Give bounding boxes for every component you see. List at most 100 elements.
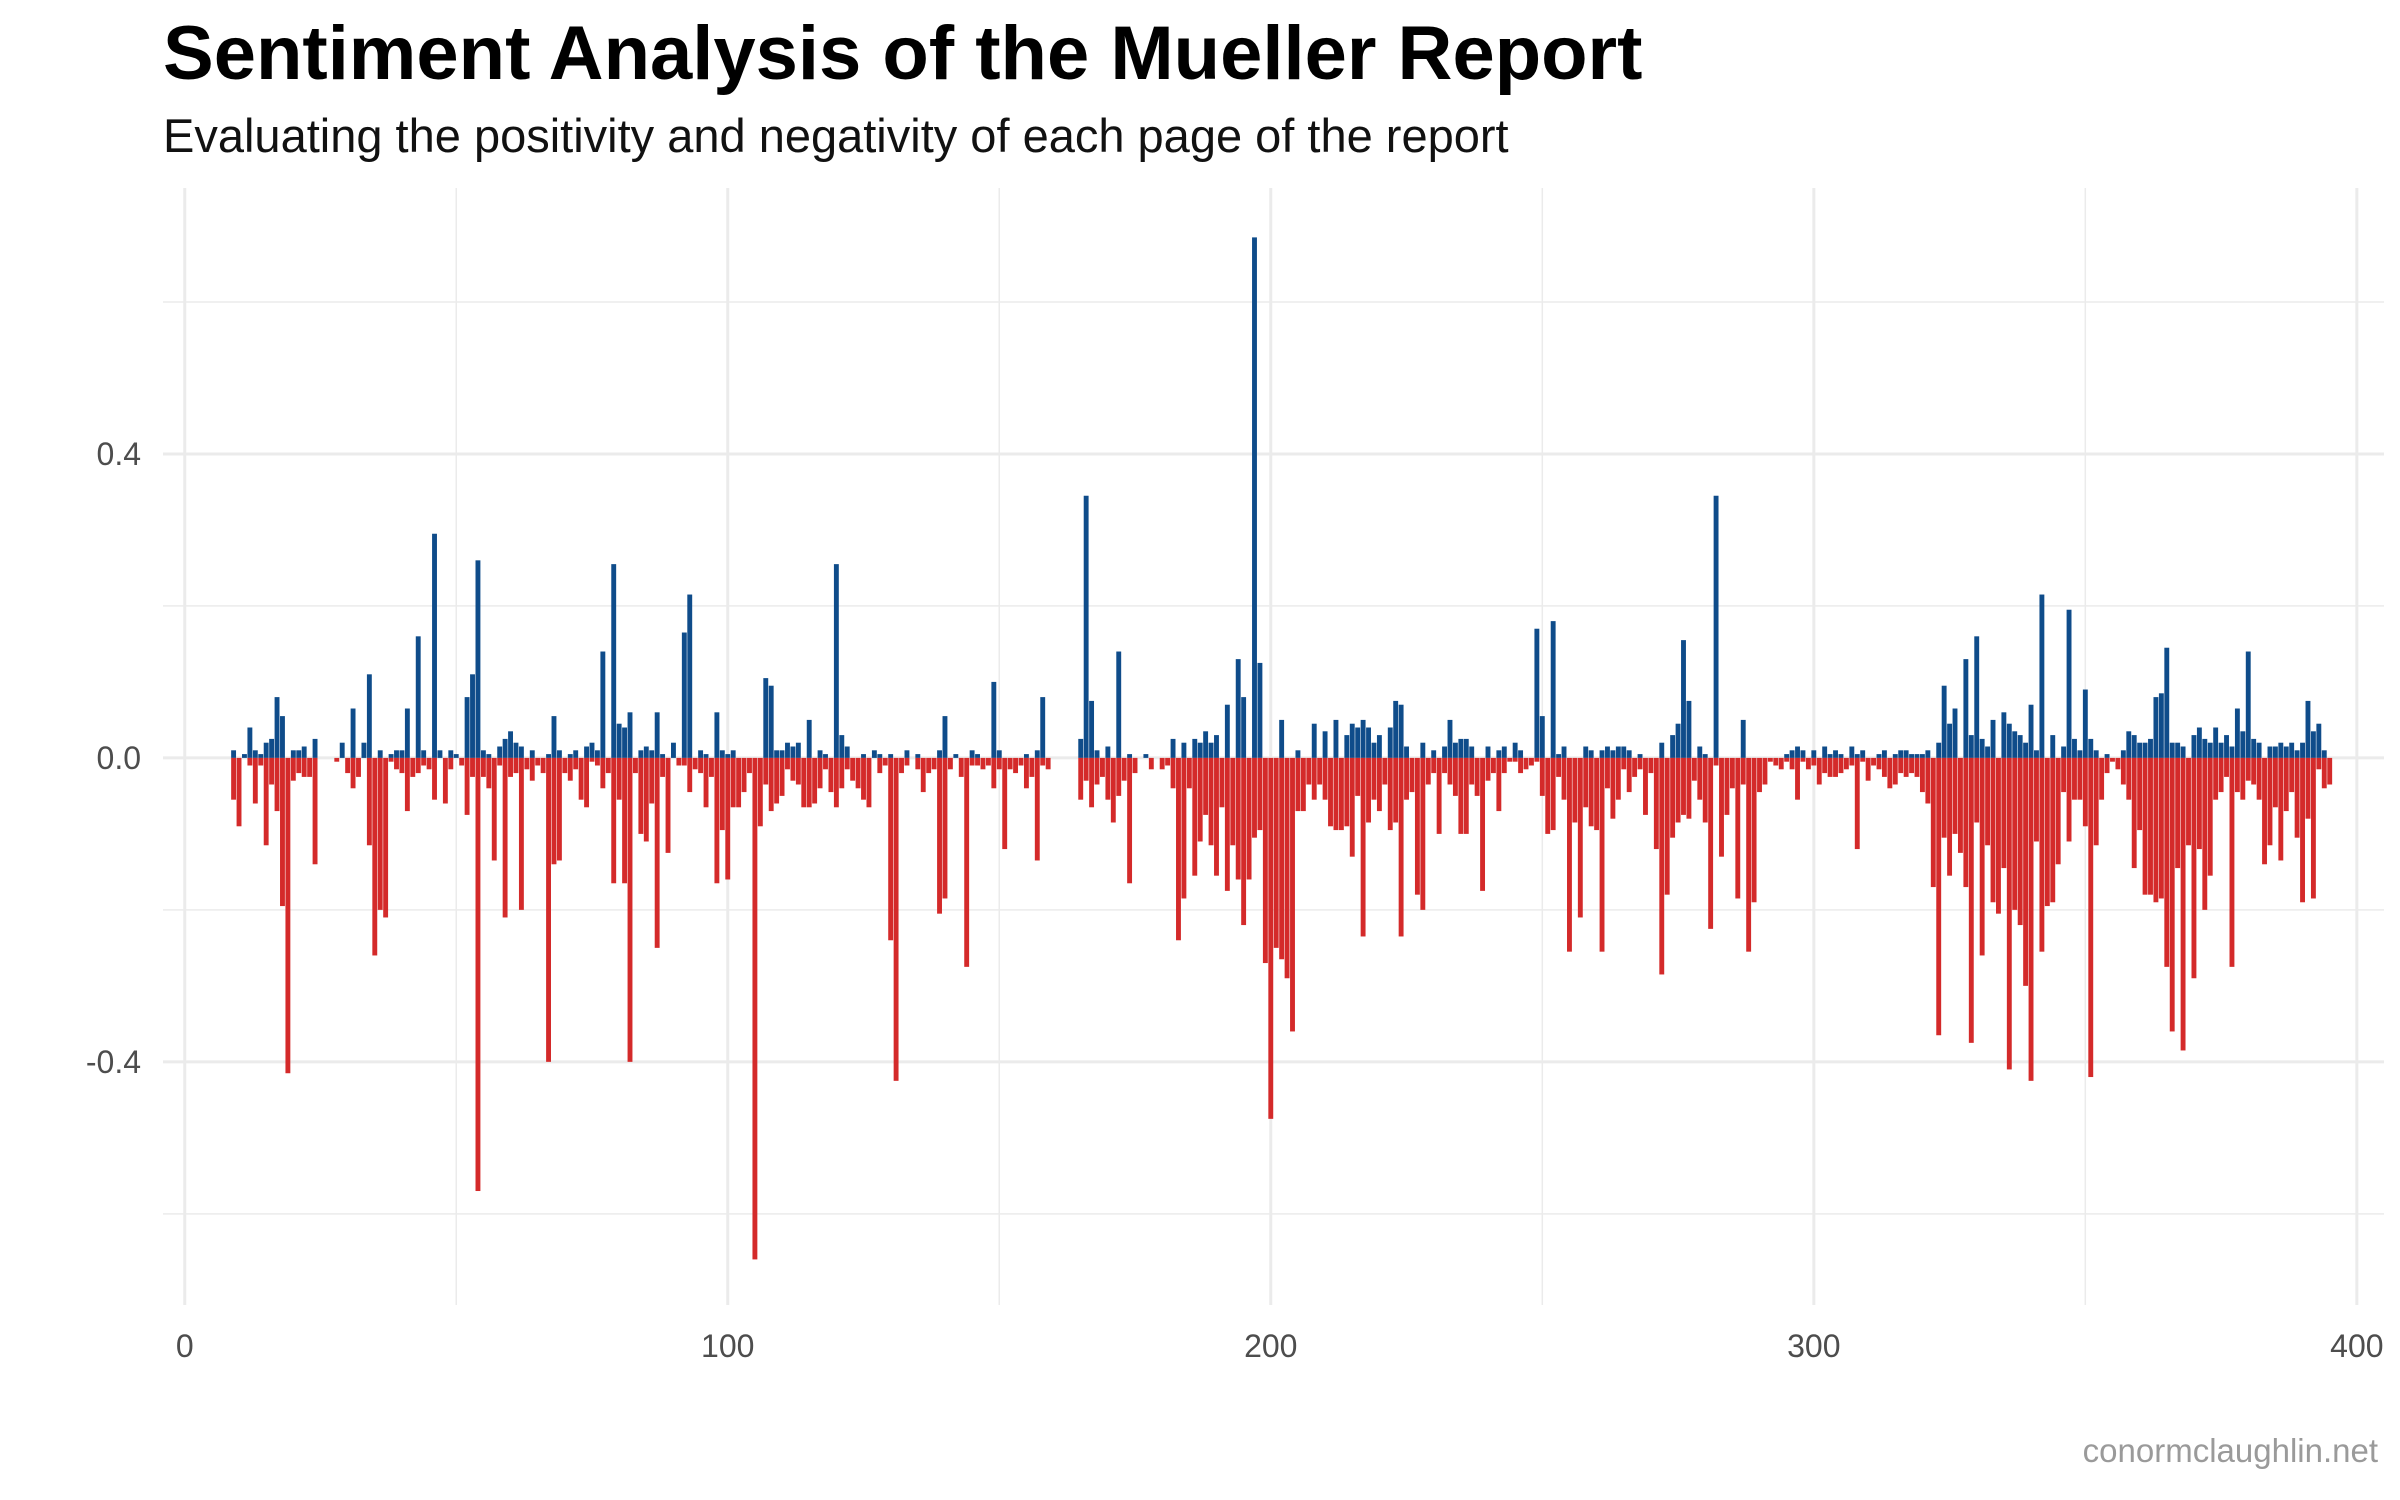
positive-sentiment-bar xyxy=(1208,742,1214,758)
negative-sentiment-bar xyxy=(1284,757,1290,979)
negative-sentiment-bar xyxy=(1116,757,1122,796)
negative-sentiment-bar xyxy=(1539,757,1545,796)
negative-sentiment-bar xyxy=(2153,757,2159,903)
negative-sentiment-bar xyxy=(350,757,356,789)
negative-sentiment-bar xyxy=(1371,757,1377,800)
negative-sentiment-bar xyxy=(502,757,508,918)
negative-sentiment-bar xyxy=(2082,757,2088,827)
positive-sentiment-bar xyxy=(1936,742,1942,758)
negative-sentiment-bar xyxy=(356,757,361,777)
negative-sentiment-bar xyxy=(2120,757,2126,785)
negative-sentiment-bar xyxy=(426,757,432,770)
positive-sentiment-bar xyxy=(2224,735,2229,758)
negative-sentiment-bar xyxy=(307,757,313,777)
positive-sentiment-bar xyxy=(1257,662,1263,758)
negative-sentiment-bar xyxy=(1089,757,1095,808)
negative-sentiment-bar xyxy=(1241,757,1247,926)
positive-sentiment-bar xyxy=(1919,754,1925,758)
negative-sentiment-bar xyxy=(296,757,302,774)
positive-sentiment-bar xyxy=(404,708,410,758)
positive-sentiment-bar xyxy=(2300,742,2305,758)
positive-sentiment-bar xyxy=(1105,746,1111,758)
negative-sentiment-bar xyxy=(931,757,937,770)
negative-sentiment-bar xyxy=(747,757,752,774)
negative-sentiment-bar xyxy=(1545,757,1551,834)
negative-sentiment-bar xyxy=(2186,757,2191,846)
negative-sentiment-bar xyxy=(535,757,541,766)
negative-sentiment-bar xyxy=(2251,757,2257,785)
negative-sentiment-bar xyxy=(1029,757,1035,777)
negative-sentiment-bar xyxy=(926,757,932,774)
negative-sentiment-bar xyxy=(985,757,991,766)
negative-sentiment-bar xyxy=(2061,757,2067,793)
positive-sentiment-bar xyxy=(975,754,980,758)
negative-sentiment-bar xyxy=(1594,757,1600,831)
positive-sentiment-bar xyxy=(280,716,285,758)
positive-sentiment-bar xyxy=(1463,738,1469,758)
positive-sentiment-bar xyxy=(1621,746,1627,758)
negative-sentiment-bar xyxy=(850,757,856,781)
positive-sentiment-bar xyxy=(1469,746,1475,758)
positive-sentiment-bar xyxy=(432,533,437,758)
negative-sentiment-bar xyxy=(1643,757,1648,815)
positive-sentiment-bar xyxy=(703,754,709,758)
positive-sentiment-bar xyxy=(312,738,318,758)
negative-sentiment-bar xyxy=(540,757,546,774)
positive-sentiment-bar xyxy=(1968,735,1974,758)
negative-sentiment-bar xyxy=(1746,757,1752,952)
negative-sentiment-bar xyxy=(1023,757,1029,789)
positive-sentiment-bar xyxy=(415,636,421,758)
positive-sentiment-bar xyxy=(361,742,367,758)
negative-sentiment-bar xyxy=(394,757,399,770)
positive-sentiment-bar xyxy=(1089,700,1095,758)
positive-sentiment-bar xyxy=(2158,693,2164,758)
negative-sentiment-bar xyxy=(2099,757,2105,800)
negative-sentiment-bar xyxy=(2207,757,2213,876)
negative-sentiment-bar xyxy=(2272,757,2278,808)
negative-sentiment-bar xyxy=(964,757,970,967)
positive-sentiment-bar xyxy=(714,712,720,758)
negative-sentiment-bar xyxy=(2072,757,2077,800)
positive-sentiment-bar xyxy=(2039,594,2045,758)
negative-sentiment-bar xyxy=(828,757,834,793)
negative-sentiment-bar xyxy=(643,757,649,842)
negative-sentiment-bar xyxy=(1816,757,1822,785)
negative-sentiment-bar xyxy=(1833,757,1838,777)
negative-sentiment-bar xyxy=(556,757,562,861)
positive-sentiment-bar xyxy=(589,742,595,758)
positive-sentiment-bar xyxy=(339,742,345,758)
negative-sentiment-bar xyxy=(1148,757,1154,770)
negative-sentiment-bar xyxy=(1583,757,1589,808)
negative-sentiment-bar xyxy=(2289,757,2295,793)
negative-sentiment-bar xyxy=(1637,757,1643,770)
positive-sentiment-bar xyxy=(1903,750,1909,758)
negative-sentiment-bar xyxy=(2055,757,2061,865)
positive-sentiment-bar xyxy=(2213,727,2219,758)
negative-sentiment-bar xyxy=(236,757,242,827)
positive-sentiment-bar xyxy=(1697,746,1703,758)
positive-sentiment-bar xyxy=(502,738,508,758)
negative-sentiment-bar xyxy=(1501,757,1507,774)
negative-sentiment-bar xyxy=(334,757,340,762)
positive-sentiment-bar xyxy=(1078,738,1084,758)
negative-sentiment-bar xyxy=(790,757,796,781)
negative-sentiment-bar xyxy=(676,757,682,766)
negative-sentiment-bar xyxy=(1865,757,1871,781)
positive-sentiment-bar xyxy=(2142,742,2148,758)
negative-sentiment-bar xyxy=(508,757,513,777)
positive-sentiment-bar xyxy=(622,727,628,758)
negative-sentiment-bar xyxy=(801,757,807,808)
positive-sentiment-bar xyxy=(611,564,617,758)
negative-sentiment-bar xyxy=(1338,757,1344,831)
positive-sentiment-bar xyxy=(1784,754,1790,758)
positive-sentiment-bar xyxy=(1811,750,1817,758)
negative-sentiment-bar xyxy=(1843,757,1849,770)
negative-sentiment-bar xyxy=(638,757,644,834)
positive-sentiment-bar xyxy=(366,674,372,758)
negative-sentiment-bar xyxy=(573,757,579,770)
positive-sentiment-bar xyxy=(1192,738,1198,758)
negative-sentiment-bar xyxy=(470,757,475,777)
positive-sentiment-bar xyxy=(1333,719,1339,758)
positive-sentiment-bar xyxy=(2294,750,2300,758)
negative-sentiment-bar xyxy=(1349,757,1355,857)
